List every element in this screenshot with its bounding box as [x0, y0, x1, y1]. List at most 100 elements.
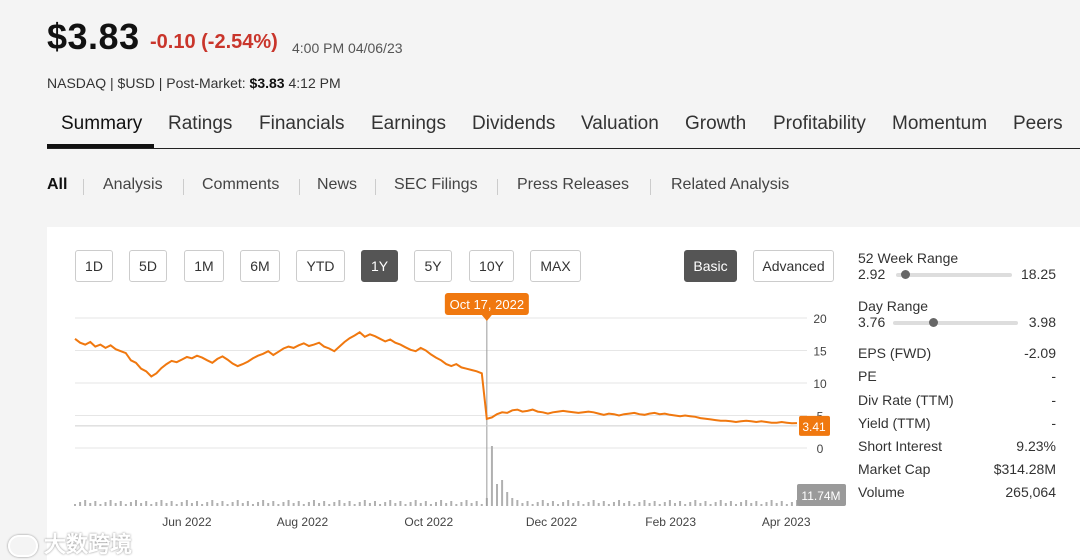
range-1m-button[interactable]: 1M [184, 250, 224, 282]
x-tick-label: Feb 2023 [645, 515, 696, 529]
tab-ratings[interactable]: Ratings [168, 113, 233, 134]
key-stats: 52 Week Range 2.92 18.25 Day Range 3.76 … [858, 227, 1080, 560]
volume-bar [745, 500, 748, 506]
range-10y-button[interactable]: 10Y [469, 250, 514, 282]
subtab-comments[interactable]: Comments [202, 176, 280, 193]
volume-bar [292, 503, 295, 506]
y-tick-label: 10 [813, 377, 827, 391]
active-tab-indicator [47, 144, 154, 148]
volume-bar [714, 502, 717, 506]
advanced-mode-button[interactable]: Advanced [753, 250, 834, 282]
watermark-logo-icon [8, 535, 38, 558]
volume-bar [74, 504, 76, 506]
volume-bar [572, 503, 575, 506]
volume-bar [551, 501, 554, 506]
subtab-analysis[interactable]: Analysis [103, 176, 163, 193]
volume-bar [490, 446, 493, 506]
market-cap-label: Market Cap [858, 461, 931, 477]
subtab-news[interactable]: News [317, 176, 358, 193]
volume-bar [582, 504, 585, 506]
volume-bar [546, 503, 549, 506]
volume-bar [429, 504, 432, 506]
tooltip-date-badge [444, 293, 529, 315]
week52-range: 2.92 18.25 [858, 266, 1058, 282]
week52-range-marker [901, 270, 911, 279]
volume-bar [470, 503, 473, 506]
subtab-all[interactable]: All [47, 176, 68, 193]
volume-bar [450, 501, 453, 506]
short-interest-label: Short Interest [858, 438, 943, 454]
tab-summary[interactable]: Summary [61, 113, 143, 134]
tab-dividends[interactable]: Dividends [472, 113, 556, 134]
volume-bar [348, 501, 351, 506]
volume-bar [755, 501, 758, 506]
eps-label: EPS (FWD) [858, 345, 932, 361]
range-max-button[interactable]: MAX [530, 250, 581, 282]
exchange-info: NASDAQ | $USD | Post-Market: [47, 75, 250, 91]
tab-momentum[interactable]: Momentum [892, 113, 988, 134]
subtab-related-analysis[interactable]: Related Analysis [671, 176, 790, 193]
volume-bar [328, 504, 331, 506]
volume-bar [638, 502, 641, 506]
volume-bar [419, 503, 422, 506]
week52-range-label: 52 Week Range [858, 250, 959, 266]
tab-peers[interactable]: Peers [1013, 113, 1063, 134]
volume-bar [536, 502, 539, 506]
day-high: 3.98 [1028, 314, 1056, 330]
divider [183, 179, 184, 195]
volume-bar [501, 480, 504, 506]
volume-bar [689, 502, 692, 506]
tab-profitability[interactable]: Profitability [773, 113, 866, 134]
x-tick-label: Aug 2022 [277, 515, 329, 529]
volume-bar [119, 501, 122, 506]
pe-label: PE [858, 368, 877, 384]
basic-mode-button[interactable]: Basic [684, 250, 737, 282]
tab-earnings[interactable]: Earnings [371, 113, 446, 134]
volume-bar [445, 503, 448, 506]
volume-bar [648, 503, 651, 506]
volume-bar [343, 503, 346, 506]
volume-bar [719, 500, 722, 506]
volume-bar [541, 500, 544, 506]
volume-bar [262, 500, 265, 506]
volume-bar [567, 500, 570, 506]
volume-bar [526, 501, 529, 506]
volume-bar [170, 501, 173, 506]
volume-bar [612, 502, 615, 506]
range-1y-button[interactable]: 1Y [361, 250, 398, 282]
tab-financials[interactable]: Financials [259, 113, 345, 134]
last-value-badge [799, 415, 830, 436]
volume-bar [94, 501, 97, 506]
range-6m-button[interactable]: 6M [240, 250, 280, 282]
range-5d-button[interactable]: 5D [129, 250, 167, 282]
volume-bar [643, 500, 646, 506]
subtab-sec-filings[interactable]: SEC Filings [394, 176, 478, 193]
volume-bar [211, 500, 214, 506]
volume-bar [236, 500, 239, 506]
volume-bar [307, 502, 310, 506]
volume-bar [216, 503, 219, 506]
volume-bar [190, 503, 193, 506]
volume-bar [155, 502, 158, 506]
volume-bar [257, 502, 260, 506]
range-1d-button[interactable]: 1D [75, 250, 113, 282]
divider [299, 179, 300, 195]
tab-growth[interactable]: Growth [685, 113, 747, 134]
range-5y-button[interactable]: 5Y [414, 250, 452, 282]
watermark: 大数跨境 [8, 527, 132, 559]
volume-bar [704, 501, 707, 506]
range-ytd-button[interactable]: YTD [296, 250, 345, 282]
volume-label: Volume [858, 484, 905, 500]
volume-bar [480, 504, 483, 506]
tab-valuation[interactable]: Valuation [581, 113, 659, 134]
volume-bar [135, 500, 138, 506]
volume-bar [114, 503, 117, 506]
volume-bar [338, 500, 341, 506]
volume-label: 11.74M [801, 489, 840, 503]
volume-bar [475, 501, 478, 506]
subtab-press-releases[interactable]: Press Releases [517, 176, 630, 193]
volume-bar [760, 504, 763, 506]
volume-bar [231, 502, 234, 506]
y-tick-label: 20 [813, 312, 827, 326]
